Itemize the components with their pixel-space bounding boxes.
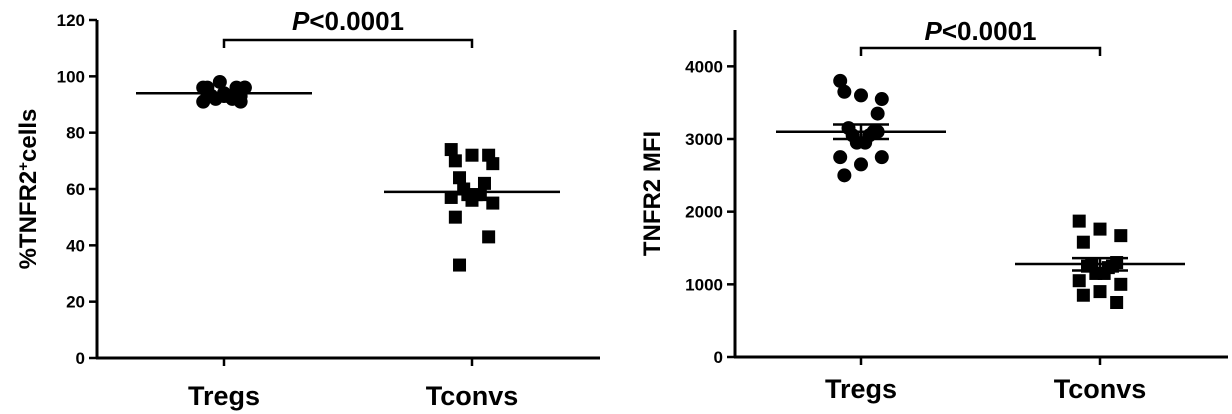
data-point [1076,288,1090,302]
y-tick-label: 0 [76,349,85,368]
data-point [870,106,885,121]
data-point [874,92,889,107]
data-point [486,196,500,210]
series-tconvs [1015,214,1185,309]
p-value-label: P<0.0001 [924,16,1036,46]
data-point [1093,222,1107,236]
data-point [837,84,852,99]
chart-panel-1: 0 20 40 60 80 100 120 Tregs Tconvs %TNFR2+cells P<… [15,6,600,411]
data-point [196,94,211,109]
data-point [217,89,231,104]
series-tregs [776,73,946,183]
x-tick-label-tregs: Tregs [825,374,897,404]
data-point [1076,235,1090,249]
data-point [1093,285,1107,299]
data-point [444,143,458,157]
y-tick-label: 100 [57,67,85,86]
data-point [453,258,467,272]
data-point [233,89,248,104]
y-tick-label: 0 [714,348,723,367]
series-tregs [136,74,312,109]
data-point [1114,229,1128,243]
data-point [465,193,479,207]
data-point [444,190,458,204]
data-point [1110,296,1124,309]
data-point [874,150,889,165]
y-tick-label: 4000 [685,57,723,76]
y-tick-label: 60 [66,180,85,199]
y-tick-label: 2000 [685,203,723,222]
data-point [200,80,215,95]
x-tick-label-tconvs: Tconvs [1054,374,1147,404]
data-point [854,88,868,103]
data-point [1072,214,1086,228]
y-tick-label: 80 [66,124,85,143]
data-point [212,74,227,89]
significance-bracket [859,46,1102,56]
y-tick-label: 3000 [685,130,723,149]
y-tick-label: 1000 [685,275,723,294]
y-axis-title: %TNFR2+cells [15,109,43,270]
y-axis-title: TNFR2 MFI [639,131,666,256]
data-point [1072,274,1086,288]
chart-panel-2: 0 1000 2000 3000 4000 Tregs Tconvs TNFR2 MFI P<0… [639,16,1228,404]
data-point [465,148,479,162]
data-point [482,148,496,162]
data-point [833,73,848,88]
data-point [1114,277,1128,291]
y-tick-label: 20 [66,293,85,312]
significance-bracket [222,38,474,48]
p-value-label: P<0.0001 [292,6,404,36]
data-point [448,210,462,224]
data-point [854,157,868,172]
data-point [448,154,462,168]
data-point [477,176,491,190]
data-point [833,150,848,165]
data-point [837,168,852,183]
x-tick-label-tconvs: Tconvs [426,381,519,411]
x-tick-label-tregs: Tregs [188,381,260,411]
series-tconvs [384,143,560,272]
y-tick-label: 120 [57,11,85,30]
data-point [453,171,467,185]
data-point [482,230,496,244]
y-tick-label: 40 [66,236,85,255]
